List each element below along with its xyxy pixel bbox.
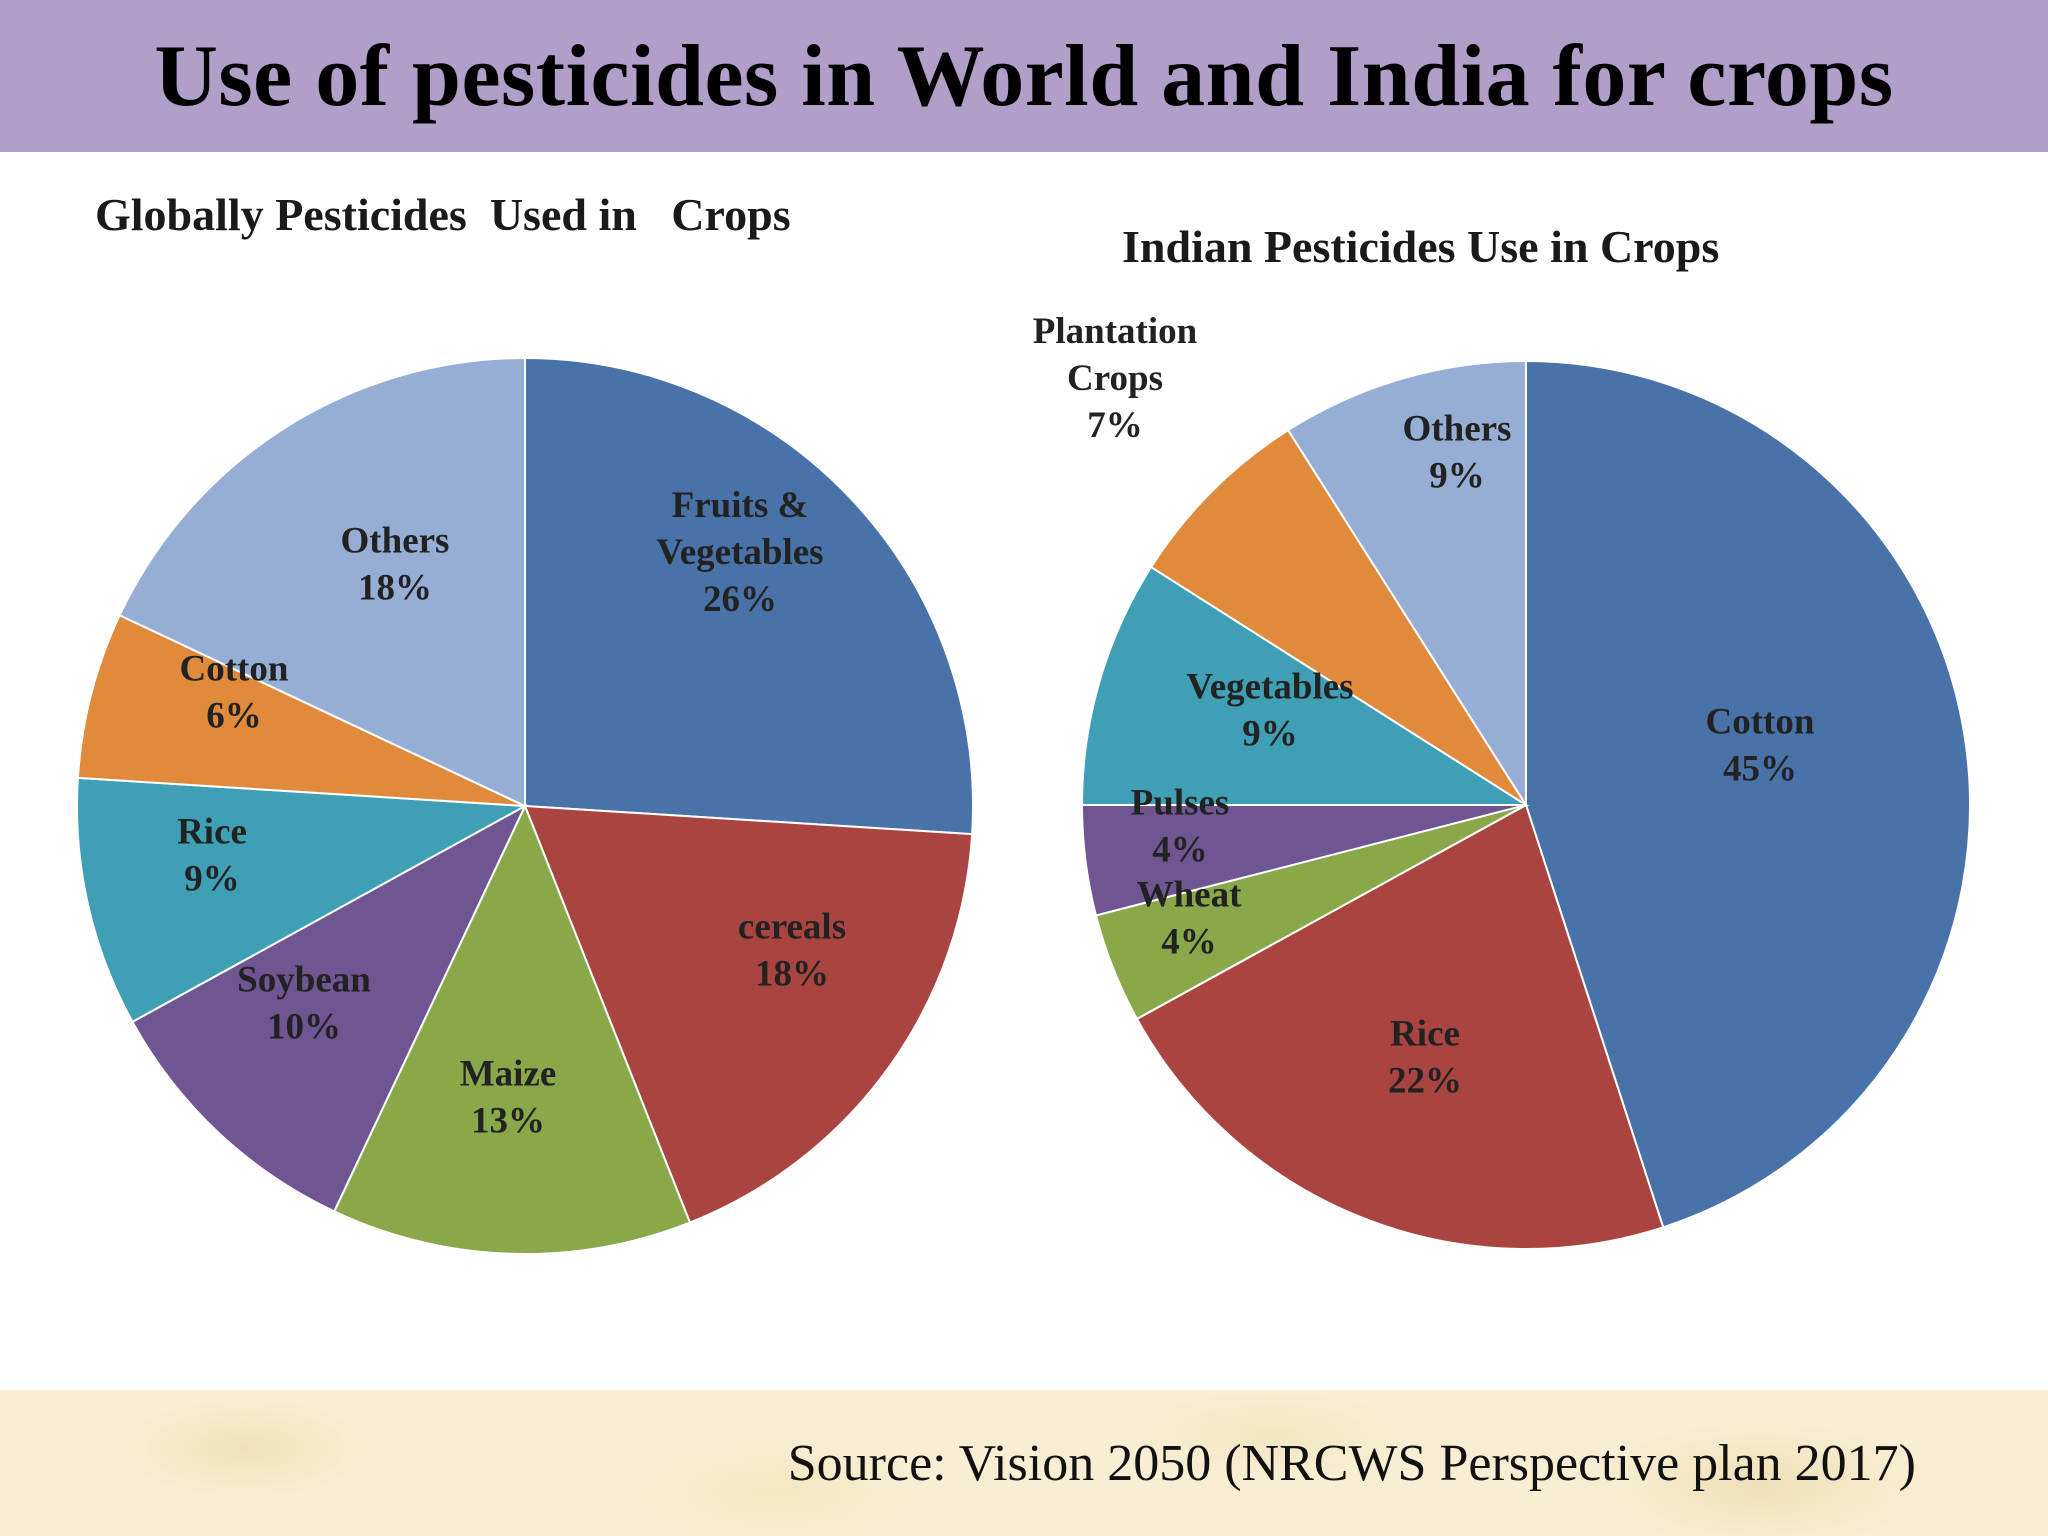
india-slice-plantation-crops — [1149, 428, 1527, 806]
footer: Source: Vision 2050 (NRCWS Perspective p… — [0, 1390, 2048, 1536]
global-label-rice: Rice 9% — [177, 812, 247, 900]
title-bar: Use of pesticides in World and India for… — [0, 0, 2048, 152]
india-label-pulses: Pulses 4% — [1131, 783, 1230, 871]
india-slice-others — [1286, 359, 1527, 809]
global-pie-chart: Fruits & Vegetables 26% cereals 18% Maize 13% S… — [76, 356, 974, 1255]
india-chart-title: Indian Pesticides Use in Crops — [1122, 221, 1720, 272]
global-slice-soybean — [131, 803, 528, 1213]
india-slice-vegetables — [1080, 565, 1530, 806]
global-label-fruits-vegetables: Fruits & Vegetables 26% — [656, 485, 823, 620]
global-label-maize: Maize 13% — [460, 1054, 557, 1142]
source-citation: Source: Vision 2050 (NRCWS Perspective p… — [787, 1435, 1916, 1492]
global-slice-maize — [332, 803, 692, 1255]
global-chart-title: Globally Pesticides Used in Crops — [95, 189, 791, 240]
india-slice-cotton — [1525, 359, 1971, 1229]
india-label-others: Others 9% — [1403, 409, 1512, 497]
global-slice-cereals — [523, 804, 974, 1224]
india-label-cotton: Cotton 45% — [1706, 702, 1815, 790]
global-label-cereals: cereals 18% — [738, 907, 846, 995]
india-label-vegetables: Vegetables 9% — [1186, 667, 1353, 755]
slide-title: Use of pesticides in World and India for… — [154, 27, 1894, 125]
global-slice-cotton — [76, 613, 526, 807]
global-slice-rice — [76, 776, 529, 1024]
india-label-rice: Rice 22% — [1388, 1014, 1462, 1102]
global-label-others: Others 18% — [341, 521, 450, 609]
india-label-wheat: Wheat 4% — [1137, 875, 1243, 963]
global-slice-fruits-vegetables — [524, 356, 974, 836]
india-slice-rice — [1135, 803, 1665, 1250]
india-label-plantation-crops: Plantation Crops 7% — [1033, 311, 1198, 446]
global-label-soybean: Soybean 10% — [237, 960, 371, 1048]
global-slice-others — [118, 356, 526, 808]
global-label-cotton: Cotton 6% — [180, 649, 289, 737]
india-pie-chart: Cotton 45% Rice 22% Wheat 4%Pulses 4% Vegetable… — [1033, 311, 1971, 1250]
